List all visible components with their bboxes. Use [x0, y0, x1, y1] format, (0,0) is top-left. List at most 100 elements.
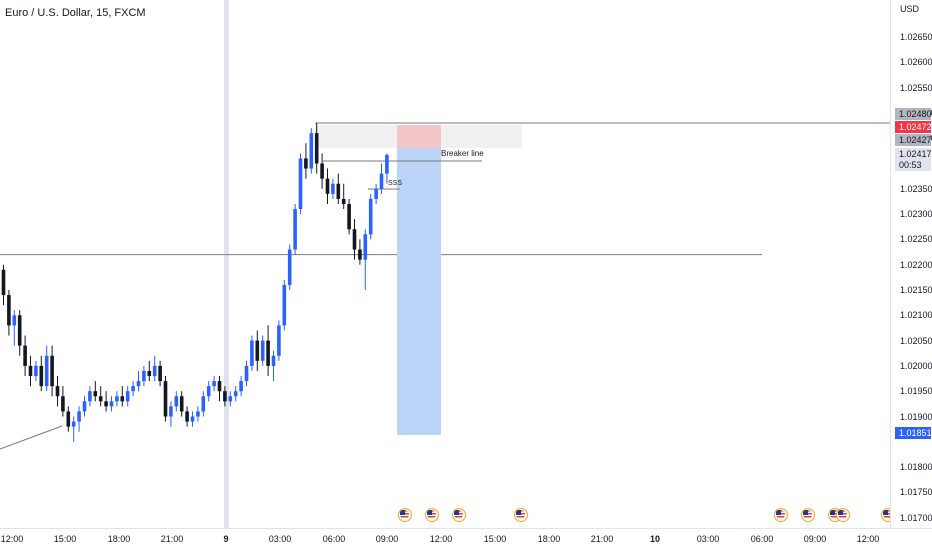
- bearish-candle: [217, 376, 222, 402]
- bullish-candle: [196, 406, 200, 422]
- stop-price-label: 1.01851: [895, 427, 932, 439]
- us-flag-icon[interactable]: [452, 508, 466, 522]
- time-tick: 21:00: [160, 534, 184, 544]
- price-tick: 1.01750: [900, 487, 932, 498]
- candle-body: [325, 178, 330, 194]
- sss-label[interactable]: SSS: [388, 180, 403, 187]
- bearish-candle: [223, 386, 227, 407]
- time-tick: 10: [649, 534, 661, 544]
- candle-body: [163, 381, 168, 417]
- time-tick: 12:00: [429, 534, 453, 544]
- bullish-candle: [363, 229, 368, 290]
- price-tick: 1.01950: [900, 386, 932, 397]
- time-tick: 09:00: [375, 534, 399, 544]
- candle-body: [136, 381, 141, 387]
- bearish-candle: [61, 386, 65, 417]
- candle-body: [1, 269, 6, 296]
- candle-body: [368, 198, 373, 235]
- candle-body: [244, 365, 249, 382]
- bullish-candle: [298, 153, 303, 215]
- time-tick: 15:00: [53, 534, 77, 544]
- candle-body: [77, 411, 81, 422]
- time-tick: 9: [223, 534, 229, 544]
- time-tick: 03:00: [696, 534, 720, 544]
- time-tick: 15:00: [483, 534, 507, 544]
- bearish-candle: [347, 198, 351, 235]
- bullish-candle: [125, 386, 130, 407]
- bullish-candle: [44, 345, 49, 392]
- candle-body: [341, 198, 346, 204]
- bearish-candle: [55, 376, 60, 407]
- price-tick: 1.02300: [900, 209, 932, 220]
- currency-label: USD: [900, 4, 920, 14]
- bearish-candle: [185, 406, 189, 427]
- us-flag-icon[interactable]: [398, 508, 412, 522]
- candle-body: [196, 411, 200, 417]
- price-tick: 1.02600: [900, 57, 932, 68]
- bearish-candle: [120, 386, 125, 407]
- candle-body: [309, 133, 314, 169]
- us-flag-icon[interactable]: [801, 508, 815, 522]
- candle-body: [212, 381, 216, 387]
- candle-body: [120, 396, 125, 402]
- price-tick: 1.01800: [900, 462, 932, 473]
- candle-body: [255, 340, 260, 361]
- bullish-candle: [309, 128, 314, 174]
- bearish-candle: [7, 290, 11, 336]
- price-tick: 1.02000: [900, 360, 932, 371]
- candle-body: [174, 396, 179, 407]
- bearish-candle: [314, 123, 319, 174]
- candle-body: [71, 421, 76, 427]
- bullish-candle: [374, 183, 378, 204]
- candle-body: [66, 411, 71, 427]
- candle-body: [298, 158, 303, 210]
- bullish-candle: [152, 355, 157, 382]
- chart-title: Euro / U.S. Dollar, 15, FXCM: [5, 7, 146, 19]
- us-flag-icon[interactable]: [425, 508, 439, 522]
- candle-body: [282, 284, 287, 326]
- bearish-candle: [104, 391, 108, 412]
- time-axis[interactable]: 12:00 15:00 18:00 21:00 9 03:00 06:00 09:00 12:0…: [0, 528, 932, 551]
- candle-body: [23, 345, 27, 366]
- time-tick: 06:00: [750, 534, 774, 544]
- candle-body: [179, 396, 184, 412]
- candle-body: [201, 396, 206, 412]
- price-tick: 1.02550: [900, 82, 932, 93]
- bearish-candle: [39, 355, 44, 392]
- bullish-candle: [12, 310, 17, 346]
- candle-body: [152, 365, 157, 377]
- us-flag-icon[interactable]: [514, 508, 528, 522]
- bearish-candle: [50, 345, 54, 397]
- bullish-candle: [34, 360, 38, 382]
- chart-pane[interactable]: Euro / U.S. Dollar, 15, FXCM Breaker lin…: [0, 0, 890, 528]
- trend-line: [0, 425, 63, 450]
- price-tick: 1.02150: [900, 285, 932, 295]
- candlestick-chart[interactable]: [0, 0, 890, 528]
- price-axis[interactable]: USD 1.026501.026001.025501.025001.024501…: [890, 0, 932, 528]
- price-tick: 1.02200: [900, 259, 932, 270]
- candle-body: [17, 315, 22, 346]
- us-flag-icon[interactable]: [836, 508, 850, 522]
- bearish-candle: [255, 330, 260, 371]
- candle-body: [239, 381, 243, 392]
- candle-body: [228, 396, 233, 402]
- bullish-candle: [190, 411, 195, 427]
- candle-body: [206, 386, 211, 397]
- time-tick: 09:00: [803, 534, 827, 544]
- us-flag-icon[interactable]: [774, 508, 788, 522]
- bullish-candle: [201, 391, 206, 417]
- time-tick: 21:00: [590, 534, 614, 544]
- bearish-candle: [266, 325, 270, 377]
- us-flag-icon[interactable]: [881, 508, 890, 522]
- bullish-candle: [331, 178, 335, 199]
- candle-body: [93, 391, 98, 397]
- candle-body: [363, 234, 368, 260]
- price-tick: 1.01900: [900, 411, 932, 422]
- bullish-candle: [228, 391, 233, 407]
- breaker-line-label[interactable]: Breaker line: [441, 149, 484, 158]
- bullish-candle: [239, 376, 243, 397]
- candle-body: [379, 173, 384, 189]
- time-tick: 18:00: [107, 534, 131, 544]
- candle-body: [260, 340, 265, 361]
- bullish-candle: [142, 365, 146, 387]
